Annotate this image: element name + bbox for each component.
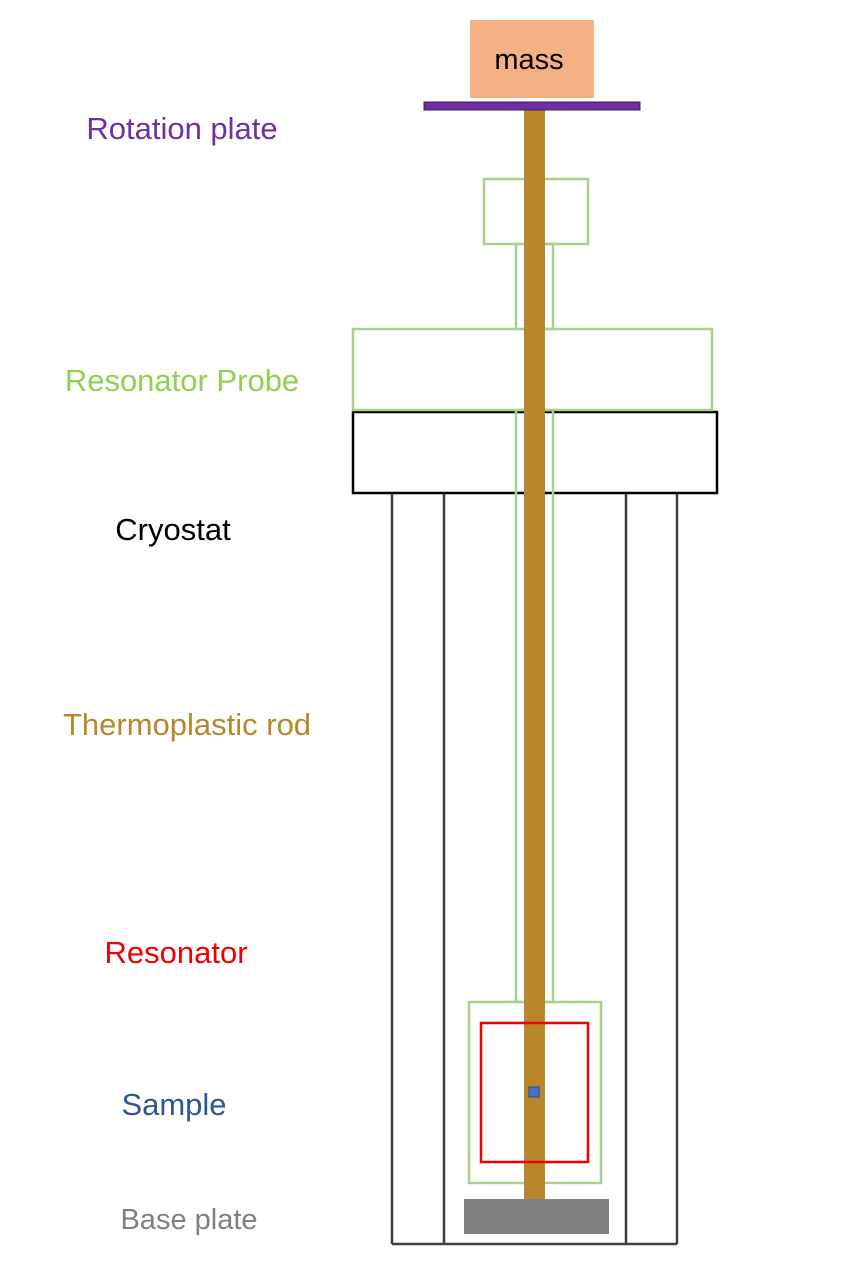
cryostat-walls	[390, 492, 679, 1246]
mass-block	[470, 20, 594, 98]
resonator-label: Resonator	[104, 935, 247, 970]
rotation-plate	[423, 101, 641, 111]
sample-label: Sample	[121, 1087, 226, 1122]
resonator-probe-label: Resonator Probe	[65, 363, 299, 398]
resonator	[479, 1021, 590, 1164]
base-plate-label: Base plate	[120, 1204, 257, 1236]
base-plate	[464, 1199, 609, 1234]
thermoplastic-rod	[524, 110, 545, 1199]
thermoplastic-rod-label: Thermoplastic rod	[63, 707, 311, 742]
rotation-plate-label: Rotation plate	[86, 111, 277, 146]
cryostat-label: Cryostat	[115, 512, 231, 547]
mass-label: mass	[494, 44, 563, 76]
sample	[528, 1086, 540, 1098]
